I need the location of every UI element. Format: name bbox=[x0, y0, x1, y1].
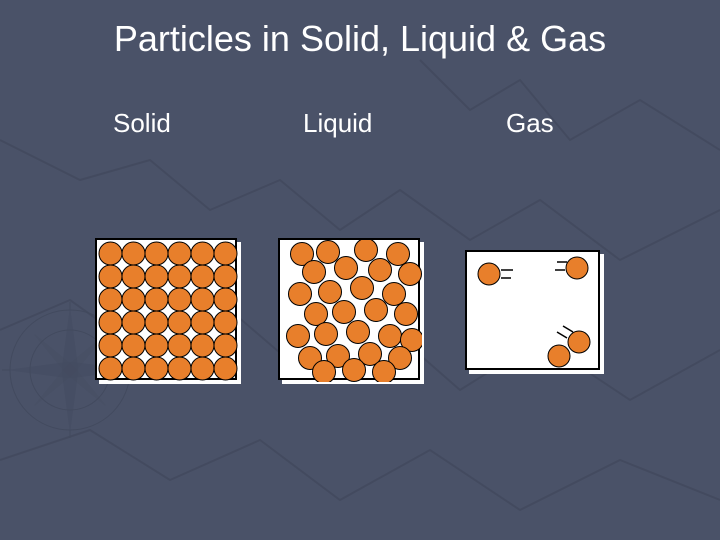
particle bbox=[214, 242, 237, 265]
particle bbox=[122, 265, 145, 288]
particle bbox=[99, 242, 122, 265]
particle bbox=[355, 240, 378, 262]
particle bbox=[303, 261, 326, 284]
particle bbox=[191, 311, 214, 334]
label-gas: Gas bbox=[506, 108, 554, 139]
particle bbox=[373, 361, 396, 383]
particle bbox=[99, 288, 122, 311]
particle bbox=[145, 242, 168, 265]
particle bbox=[191, 288, 214, 311]
particle bbox=[191, 334, 214, 357]
particle bbox=[145, 288, 168, 311]
particle bbox=[379, 325, 402, 348]
motion-line bbox=[563, 326, 573, 332]
particle bbox=[369, 259, 392, 282]
particle bbox=[289, 283, 312, 306]
particle bbox=[168, 357, 191, 380]
particle bbox=[305, 303, 328, 326]
particle bbox=[191, 242, 214, 265]
label-solid: Solid bbox=[113, 108, 171, 139]
particle bbox=[99, 311, 122, 334]
particle bbox=[335, 257, 358, 280]
particle bbox=[168, 242, 191, 265]
particle bbox=[347, 321, 370, 344]
particle bbox=[343, 359, 366, 382]
particle bbox=[365, 299, 388, 322]
particle bbox=[566, 257, 588, 279]
particle bbox=[122, 334, 145, 357]
particle bbox=[395, 303, 418, 326]
particle bbox=[214, 288, 237, 311]
liquid-panel bbox=[278, 238, 420, 380]
particle bbox=[168, 265, 191, 288]
particle bbox=[351, 277, 374, 300]
particle bbox=[478, 263, 500, 285]
solid-panel bbox=[95, 238, 237, 380]
particle bbox=[313, 361, 336, 383]
particle bbox=[191, 357, 214, 380]
particle bbox=[168, 288, 191, 311]
particle bbox=[287, 325, 310, 348]
motion-line bbox=[557, 332, 567, 338]
particle bbox=[548, 345, 570, 367]
gas-panel bbox=[465, 250, 600, 370]
particle bbox=[145, 357, 168, 380]
slide-title: Particles in Solid, Liquid & Gas bbox=[0, 18, 720, 60]
particle bbox=[568, 331, 590, 353]
particle bbox=[333, 301, 356, 324]
particle bbox=[145, 334, 168, 357]
particle bbox=[399, 263, 422, 286]
particle bbox=[319, 281, 342, 304]
particle bbox=[122, 311, 145, 334]
particle bbox=[145, 311, 168, 334]
particle bbox=[122, 357, 145, 380]
particle bbox=[99, 265, 122, 288]
particle bbox=[214, 311, 237, 334]
particle bbox=[168, 334, 191, 357]
particle bbox=[315, 323, 338, 346]
particle bbox=[145, 265, 168, 288]
particle bbox=[122, 242, 145, 265]
particle bbox=[387, 243, 410, 266]
particle bbox=[214, 357, 237, 380]
particle bbox=[317, 241, 340, 264]
particle bbox=[122, 288, 145, 311]
particle bbox=[191, 265, 214, 288]
particle bbox=[99, 334, 122, 357]
particle bbox=[214, 265, 237, 288]
particle bbox=[214, 334, 237, 357]
particle bbox=[383, 283, 406, 306]
particle bbox=[99, 357, 122, 380]
label-liquid: Liquid bbox=[303, 108, 372, 139]
particle bbox=[168, 311, 191, 334]
